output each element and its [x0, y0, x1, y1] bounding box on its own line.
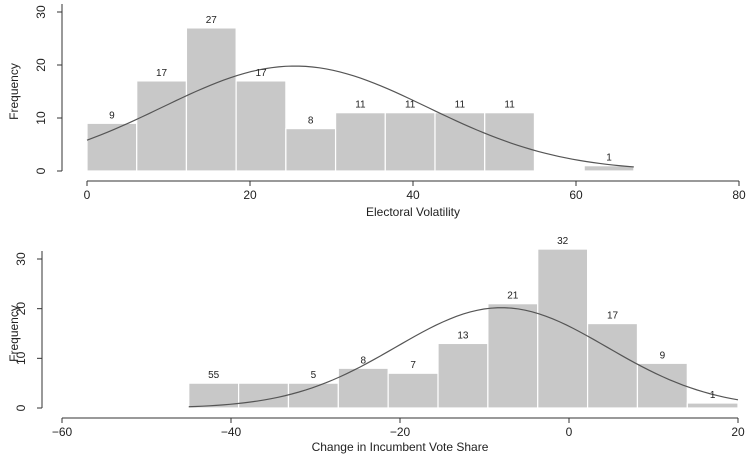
volatility-bar-6: [384, 112, 436, 172]
vote-share-bar-4: [387, 372, 439, 409]
volatility-x-tick-label-3: 60: [569, 188, 583, 202]
vote-share-bar-7: [537, 248, 589, 409]
vote-share-x-axis-label: Change in Incumbent Vote Share: [312, 440, 489, 454]
volatility-bar-label-3: 17: [255, 68, 267, 79]
volatility-x-axis-label: Electoral Volatility: [366, 205, 460, 219]
vote-share-bar-label-5: 13: [457, 330, 469, 341]
volatility-bar-9: [583, 165, 635, 172]
volatility-y-axis-label: Frequency: [7, 63, 21, 120]
vote-share-bar-9: [636, 362, 688, 409]
volatility-x-tick-label-4: 80: [732, 188, 746, 202]
vote-share-x-tick-label-0: −60: [52, 425, 73, 439]
volatility-bar-label-7: 11: [455, 100, 466, 111]
vote-share-bar-label-8: 17: [607, 311, 619, 322]
vote-share-bar-6: [487, 303, 539, 409]
volatility-bar-4: [285, 128, 337, 172]
vote-share-bar-5: [437, 342, 489, 409]
vote-share-y-tick-label-3: 30: [14, 252, 28, 266]
volatility-x-tick-label-0: 0: [84, 188, 91, 202]
vote-share-y-axis-label: Frequency: [7, 305, 21, 362]
volatility-bar-5: [334, 112, 386, 172]
volatility-bar-label-6: 11: [405, 100, 416, 111]
vote-share-bar-label-0: 55: [208, 370, 220, 381]
volatility-bar-label-5: 11: [355, 100, 366, 111]
vote-share-bar-label-6: 21: [507, 291, 519, 302]
vote-share-bar-10: [686, 402, 739, 409]
vote-share-y-tick-label-1: 10: [14, 351, 28, 365]
volatility-y-tick-label-0: 0: [34, 167, 48, 174]
volatility-bar-7: [434, 112, 486, 172]
vote-share-bar-label-3: 8: [360, 355, 366, 366]
volatility-axes: 0 20 40 60 80 0 10 20 30: [34, 4, 746, 202]
volatility-bar-label-4: 8: [308, 116, 314, 127]
volatility-bar-label-9: 1: [606, 153, 612, 164]
vote-share-x-tick-label-1: −40: [221, 425, 242, 439]
volatility-bar-label-2: 27: [206, 15, 218, 26]
vote-share-bar-label-9: 9: [660, 350, 666, 361]
vote-share-bar-label-7: 32: [557, 236, 569, 247]
volatility-normal-curve: [86, 65, 634, 168]
volatility-y-tick-label-2: 20: [34, 58, 48, 72]
vote-share-bars: [188, 248, 739, 409]
volatility-y-tick-label-3: 30: [34, 5, 48, 19]
volatility-bar-label-1: 17: [156, 68, 168, 79]
vote-share-bar-3: [337, 367, 389, 409]
volatility-x-tick-label-1: 20: [243, 188, 257, 202]
volatility-x-tick-label-2: 40: [406, 188, 420, 202]
volatility-bar-0: [86, 122, 138, 172]
volatility-bar-3: [235, 80, 287, 172]
volatility-bar-8: [484, 112, 536, 172]
vote-share-bar-1: [238, 382, 290, 409]
vote-share-normal-curve: [188, 307, 739, 408]
volatility-y-tick-label-1: 10: [34, 111, 48, 125]
volatility-bar-label-8: 11: [504, 100, 515, 111]
vote-share-bar-label-10: 1: [710, 390, 716, 401]
vote-share-bar-label-2: 5: [311, 370, 317, 381]
vote-share-axes: −60 −40 −20 0 20 0 10 20 30: [14, 251, 745, 439]
volatility-bar-2: [185, 27, 237, 172]
vote-share-x-tick-label-3: 0: [566, 425, 573, 439]
vote-share-bar-8: [586, 322, 639, 409]
volatility-bar-label-0: 9: [109, 110, 115, 121]
volatility-bar-1: [136, 80, 188, 172]
vote-share-bar-label-4: 7: [410, 360, 416, 371]
vote-share-x-tick-label-2: −20: [390, 425, 411, 439]
vote-share-y-tick-label-2: 20: [14, 302, 28, 316]
vote-share-x-tick-label-4: 20: [731, 425, 745, 439]
volatility-bars: [86, 27, 635, 172]
vote-share-y-tick-label-0: 0: [14, 404, 28, 411]
